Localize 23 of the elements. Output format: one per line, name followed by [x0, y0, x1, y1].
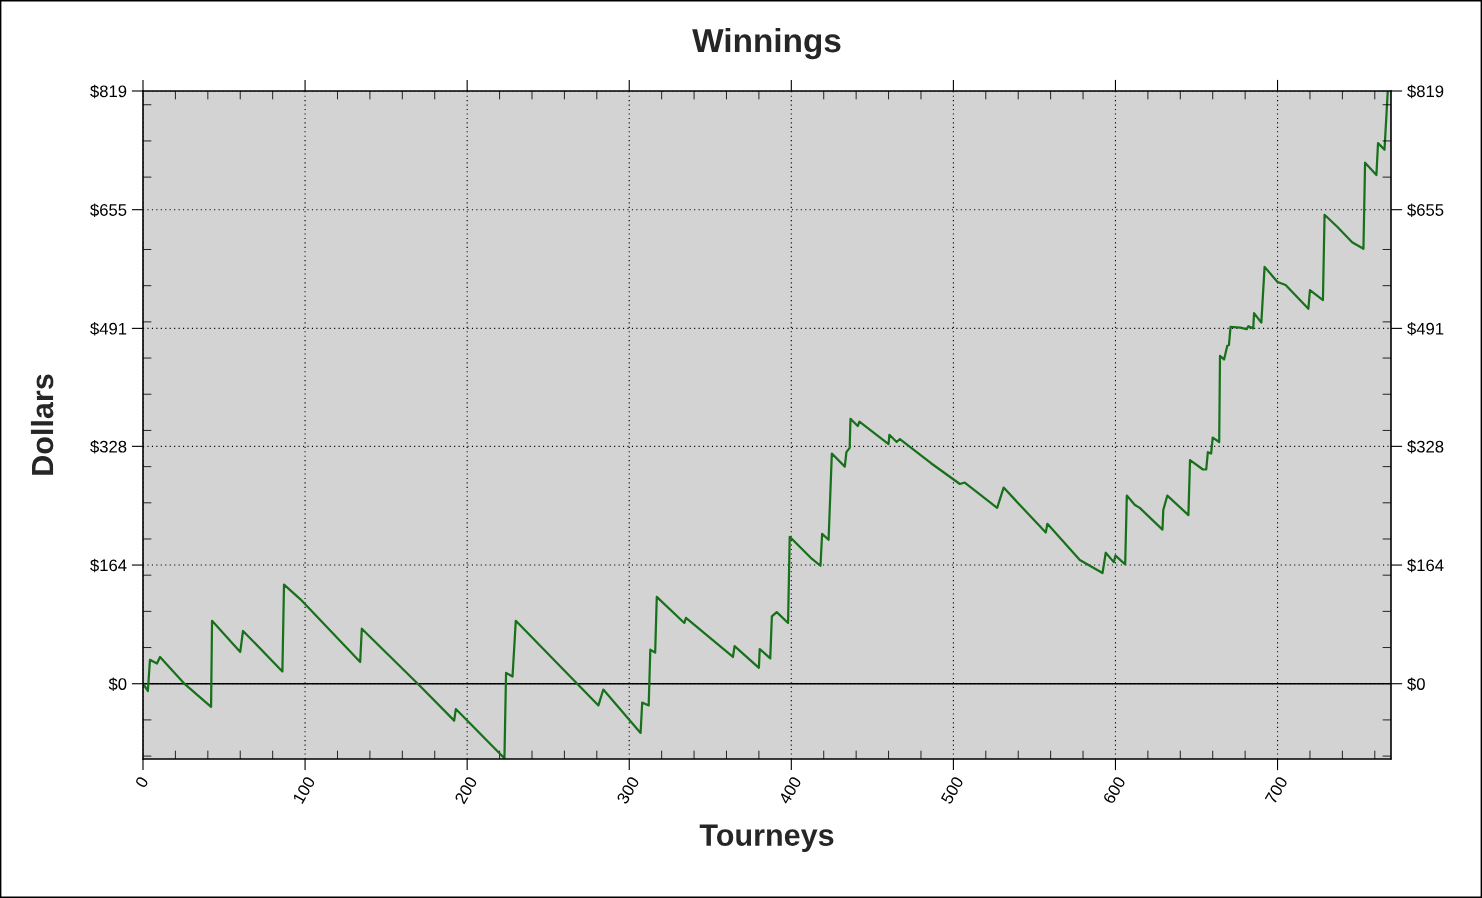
y-tick-label: $164 — [90, 558, 127, 573]
y-tick-label: $655 — [90, 203, 127, 217]
y2-tick-label: $655 — [1407, 203, 1444, 217]
y-tick-label: $491 — [90, 322, 127, 336]
x-tick-label: 0 — [134, 775, 149, 789]
y-axis-title: Dollars — [30, 374, 54, 475]
x-tick-label: 300 — [616, 775, 640, 805]
x-tick-label: 600 — [1102, 775, 1126, 805]
y-tick-label: $0 — [108, 677, 127, 691]
y-tick-label: $819 — [90, 84, 127, 99]
y2-tick-label: $491 — [1407, 322, 1444, 336]
y2-tick-label: $164 — [1407, 558, 1444, 573]
x-tick-label: 200 — [454, 775, 478, 805]
y2-tick-label: $819 — [1407, 84, 1444, 99]
chart-title: Winnings — [692, 27, 841, 60]
x-axis-title: Tourneys — [699, 824, 834, 852]
y2-tick-label: $328 — [1407, 440, 1444, 454]
x-tick-label: 400 — [778, 775, 802, 805]
y-tick-label: $328 — [90, 440, 127, 454]
x-tick-label: 500 — [940, 775, 964, 805]
x-tick-label: 700 — [1264, 775, 1289, 805]
x-tick-label: 100 — [292, 775, 316, 805]
y2-tick-label: $0 — [1407, 677, 1425, 691]
